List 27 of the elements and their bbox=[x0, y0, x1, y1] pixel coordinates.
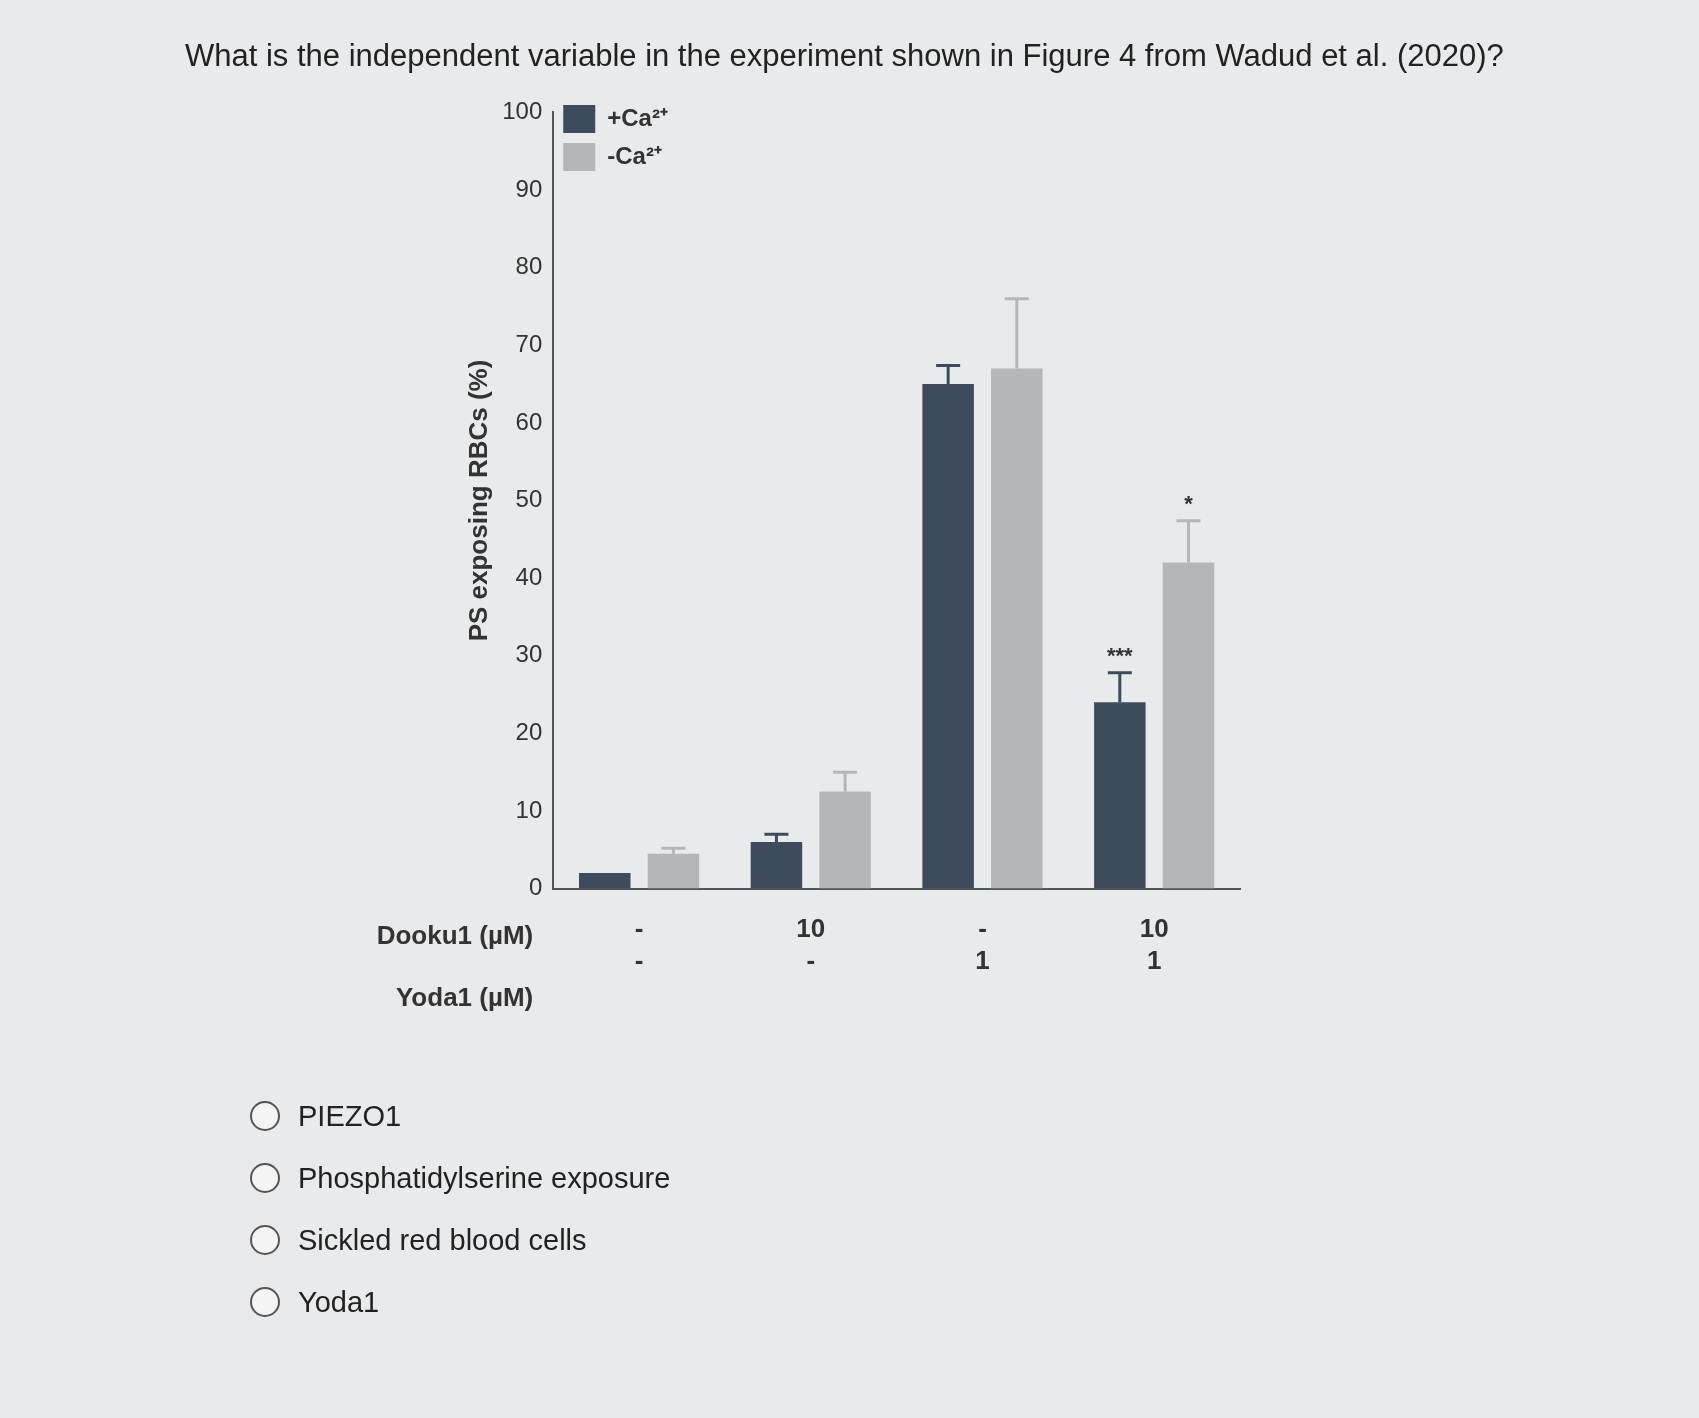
x-tick-label: 10 1 bbox=[1139, 913, 1169, 975]
text: Phosphatidylserine exposure bbox=[298, 1161, 671, 1195]
y-tick-label: 80 bbox=[515, 252, 543, 280]
y-tick-label: 100 bbox=[502, 97, 543, 125]
y-tick-label: 70 bbox=[515, 329, 543, 357]
x-tick-label: - - bbox=[634, 913, 644, 975]
text: Dooku1 (µM) Yoda1 (µM) bbox=[376, 919, 534, 1012]
y-tick-label: 50 bbox=[515, 485, 543, 513]
legend-label: +Ca²⁺ bbox=[607, 103, 668, 131]
y-tick-label: 40 bbox=[515, 562, 543, 590]
y-tick-label: 30 bbox=[515, 640, 543, 668]
text: Sickled red blood cells bbox=[298, 1223, 587, 1257]
bar bbox=[579, 873, 631, 889]
data-label: *** bbox=[1106, 642, 1134, 668]
y-axis-title: PS exposing RBCs (%) bbox=[462, 359, 493, 642]
text: PIEZO1 bbox=[298, 1099, 402, 1133]
x-tick-label: - 1 bbox=[975, 913, 990, 975]
chart-title: What is the independent variable in the experiment shown in Figure 4 from Wadud et al. (2020)? bbox=[185, 38, 1504, 74]
x-tick-label: 10 - bbox=[796, 913, 826, 975]
y-tick-label: 10 bbox=[515, 795, 543, 823]
y-tick-label: 90 bbox=[515, 174, 543, 202]
legend-label: -Ca²⁺ bbox=[607, 141, 662, 169]
text: Yoda1 bbox=[298, 1285, 380, 1319]
y-tick-label: 0 bbox=[528, 873, 543, 901]
y-tick-label: 60 bbox=[515, 407, 543, 435]
y-tick-label: 20 bbox=[515, 717, 543, 745]
data-label: * bbox=[1184, 490, 1194, 516]
